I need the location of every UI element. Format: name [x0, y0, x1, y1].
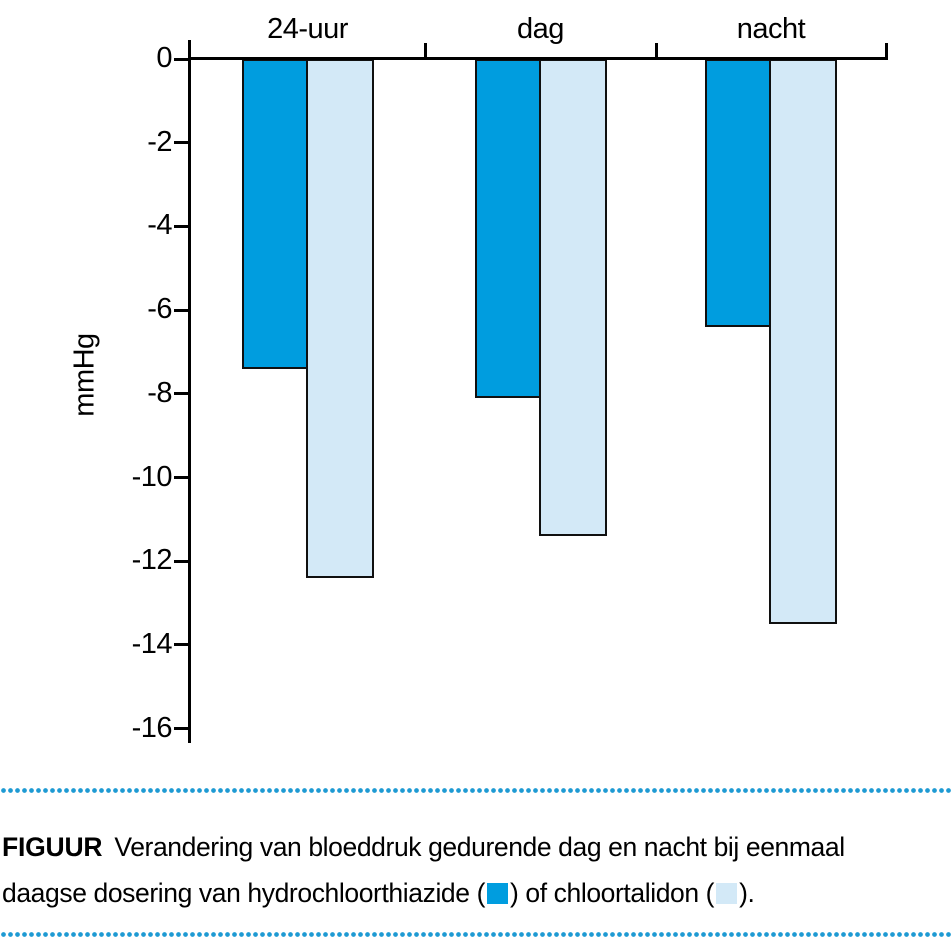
y-tick-label: -2	[147, 125, 172, 158]
caption-line2-part1: daagse dosering van hydrochloorthiazide …	[2, 878, 485, 908]
y-tick-label: -16	[131, 711, 173, 744]
y-tick-mark	[174, 392, 188, 396]
figure-caption: FIGUUR Verandering van bloeddruk gedurend…	[2, 824, 946, 916]
bar-chart: mmHg 0 -2 -4 -6 -8 -10 -12 -14 -16 24-uur dag nacht	[69, 13, 888, 744]
category-label-24-uur: 24-uur	[267, 13, 348, 45]
y-tick-label: -10	[131, 460, 173, 493]
caption-line1: Verandering van bloeddruk gedurende dag …	[114, 832, 845, 862]
y-tick-mark	[174, 643, 188, 647]
dotted-divider-bottom	[0, 931, 951, 938]
bar-chloortalidon-dag	[538, 59, 607, 537]
y-axis-line	[188, 40, 191, 743]
bar-hydrochloorthiazide-nacht	[705, 59, 771, 327]
y-tick-mark	[174, 57, 188, 61]
caption-line2-part2: ) of chloortalidon (	[510, 878, 715, 908]
dotted-divider-top	[0, 787, 951, 794]
y-tick-mark	[174, 224, 188, 228]
series2-color-swatch	[716, 883, 738, 904]
bar-hydrochloorthiazide-dag	[474, 59, 541, 398]
y-tick-label: -8	[147, 376, 172, 409]
group-separator-tick	[884, 43, 888, 57]
bar-chloortalidon-nacht	[769, 59, 837, 624]
series1-color-swatch	[487, 883, 508, 904]
y-tick-mark	[174, 141, 188, 145]
zero-baseline	[188, 57, 888, 60]
y-tick-mark	[174, 308, 188, 312]
y-tick-mark	[174, 727, 188, 731]
caption-line2-part3: ).	[739, 878, 755, 908]
bar-hydrochloorthiazide-24-uur	[241, 59, 308, 369]
y-tick-mark	[174, 476, 188, 479]
y-tick-label: 0	[156, 41, 172, 74]
bar-chloortalidon-24-uur	[305, 59, 374, 578]
category-label-nacht: nacht	[736, 13, 806, 45]
figure-label: FIGUUR	[2, 832, 103, 862]
y-tick-label: -6	[147, 292, 172, 325]
y-tick-label: -12	[131, 544, 173, 577]
y-tick-mark	[174, 559, 188, 563]
group-separator-tick	[423, 43, 427, 57]
category-label-dag: dag	[517, 13, 564, 45]
y-tick-label: -4	[147, 209, 172, 242]
group-separator-tick	[654, 43, 658, 57]
y-tick-label: -14	[131, 627, 173, 660]
